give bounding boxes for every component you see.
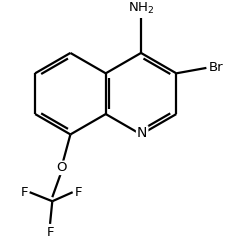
Text: F: F: [46, 226, 54, 238]
Text: Br: Br: [208, 61, 222, 74]
Text: O: O: [56, 161, 66, 174]
Text: N: N: [136, 126, 147, 140]
Text: NH$_2$: NH$_2$: [127, 1, 153, 16]
Text: F: F: [20, 186, 28, 199]
Text: F: F: [74, 186, 82, 199]
